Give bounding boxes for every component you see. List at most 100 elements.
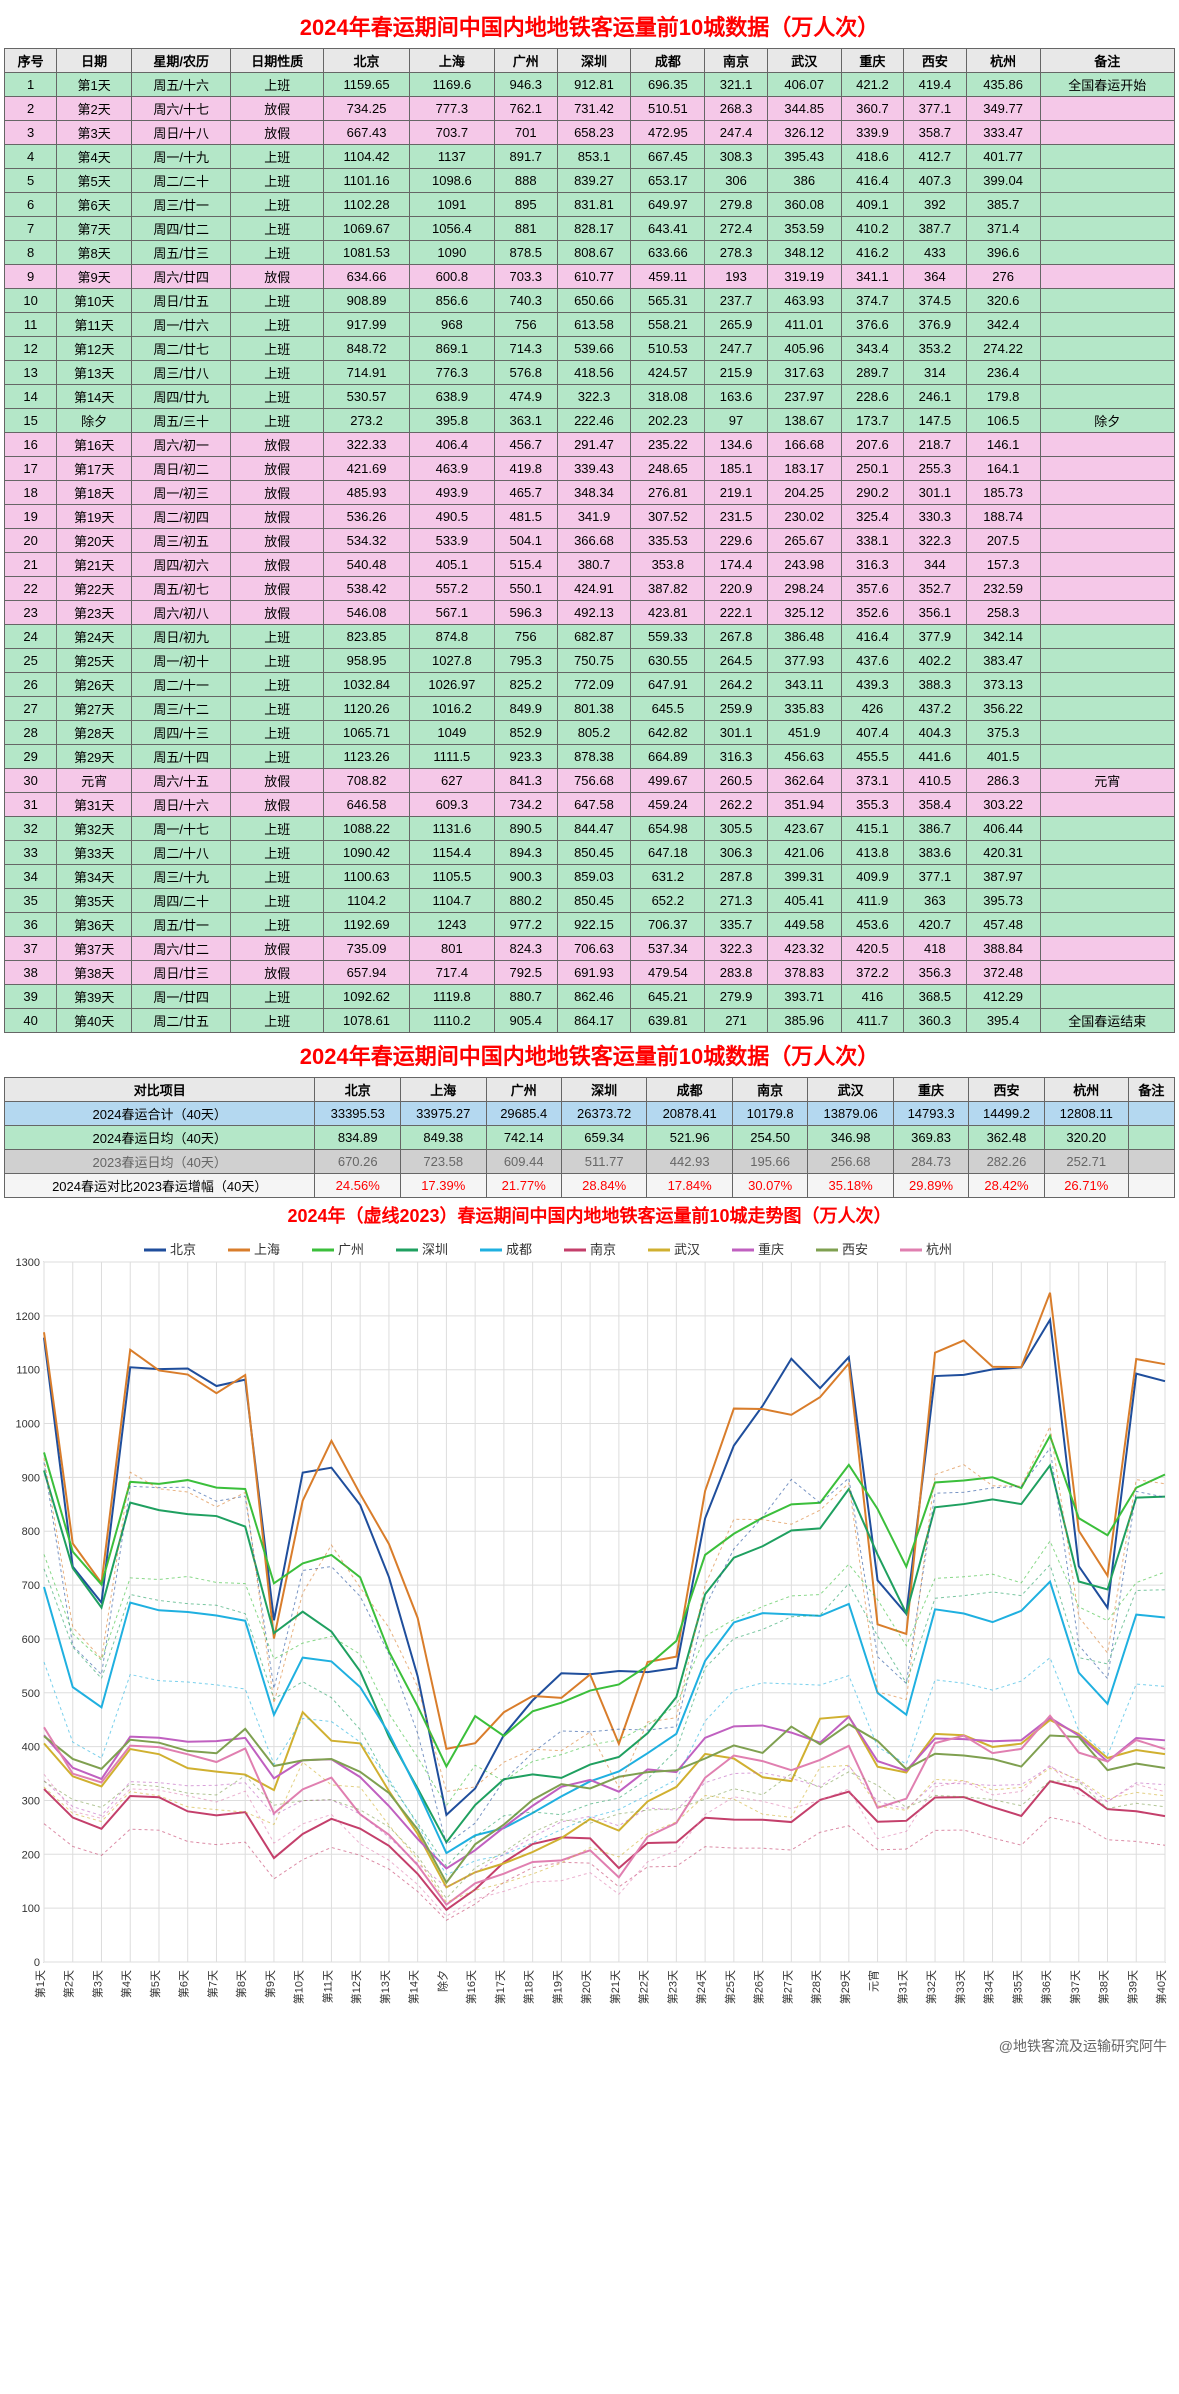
chart-title: 2024年（虚线2023）春运期间中国内地地铁客运量前10城走势图（万人次）	[4, 1198, 1175, 1232]
col-header: 西安	[904, 49, 966, 73]
cell: 638.9	[409, 385, 494, 409]
cell: 538.42	[324, 577, 409, 601]
svg-text:第20天: 第20天	[579, 1970, 593, 2004]
cell: 654.98	[631, 817, 705, 841]
cell: 164.1	[966, 457, 1040, 481]
cell	[1040, 913, 1174, 937]
cell: 714.3	[495, 337, 557, 361]
table-row: 39第39天周一/廿四上班1092.621119.8880.7862.46645…	[5, 985, 1175, 1009]
cell: 740.3	[495, 289, 557, 313]
cell: 243.98	[767, 553, 841, 577]
cell: 271	[705, 1009, 767, 1033]
cell: 824.3	[495, 937, 557, 961]
table-row: 35第35天周四/二十上班1104.21104.7880.2850.45652.…	[5, 889, 1175, 913]
cell: 411.9	[841, 889, 903, 913]
cell: 406.07	[767, 73, 841, 97]
cell	[1040, 145, 1174, 169]
cell: 220.9	[705, 577, 767, 601]
cell: 上班	[231, 409, 324, 433]
cell: 762.1	[495, 97, 557, 121]
cell: 385.7	[966, 193, 1040, 217]
cell: 649.97	[631, 193, 705, 217]
cell: 第3天	[57, 121, 132, 145]
cell: 1088.22	[324, 817, 409, 841]
cell: 247.4	[705, 121, 767, 145]
cell: 341.9	[557, 505, 631, 529]
svg-text:北京: 北京	[170, 1242, 196, 1257]
cell: 第26天	[57, 673, 132, 697]
cell: 1101.16	[324, 169, 409, 193]
cell: 37	[5, 937, 57, 961]
cell: 1069.67	[324, 217, 409, 241]
cell: 周日/十八	[132, 121, 231, 145]
cell: 410.2	[841, 217, 903, 241]
cell: 上班	[231, 625, 324, 649]
cell: 504.1	[495, 529, 557, 553]
cell: 402.2	[904, 649, 966, 673]
cell: 36	[5, 913, 57, 937]
cell: 163.6	[705, 385, 767, 409]
cell: 246.1	[904, 385, 966, 409]
cell: 287.8	[705, 865, 767, 889]
cell: 667.43	[324, 121, 409, 145]
svg-text:重庆: 重庆	[758, 1242, 784, 1257]
svg-text:800: 800	[22, 1526, 40, 1538]
cell: 465.7	[495, 481, 557, 505]
cell: 423.81	[631, 601, 705, 625]
cell: 周一/初三	[132, 481, 231, 505]
cell: 609.3	[409, 793, 494, 817]
cell: 218.7	[904, 433, 966, 457]
cell: 第5天	[57, 169, 132, 193]
cell: 第29天	[57, 745, 132, 769]
cell: 97	[705, 409, 767, 433]
col-header: 上海	[409, 49, 494, 73]
cell: 380.7	[557, 553, 631, 577]
table-row: 33第33天周二/十八上班1090.421154.4894.3850.45647…	[5, 841, 1175, 865]
summary-value: 14499.2	[969, 1102, 1044, 1126]
cell: 308.3	[705, 145, 767, 169]
cell: 756.68	[557, 769, 631, 793]
svg-text:第9天: 第9天	[263, 1970, 277, 1998]
cell: 上班	[231, 697, 324, 721]
cell: 第1天	[57, 73, 132, 97]
cell: 第34天	[57, 865, 132, 889]
cell: 633.66	[631, 241, 705, 265]
table-row: 4第4天周一/十九上班1104.421137891.7853.1667.4530…	[5, 145, 1175, 169]
cell: 第33天	[57, 841, 132, 865]
cell: 291.47	[557, 433, 631, 457]
cell: 351.94	[767, 793, 841, 817]
cell: 377.93	[767, 649, 841, 673]
cell: 348.12	[767, 241, 841, 265]
cell: 上班	[231, 721, 324, 745]
table-row: 22第22天周五/初七放假538.42557.2550.1424.91387.8…	[5, 577, 1175, 601]
col-header: 序号	[5, 49, 57, 73]
cell: 385.96	[767, 1009, 841, 1033]
cell: 第32天	[57, 817, 132, 841]
cell: 325.12	[767, 601, 841, 625]
table-row: 1第1天周五/十六上班1159.651169.6946.3912.81696.3…	[5, 73, 1175, 97]
cell: 15	[5, 409, 57, 433]
summary-label: 2023春运日均（40天）	[5, 1150, 315, 1174]
cell: 420.31	[966, 841, 1040, 865]
col-header: 南京	[705, 49, 767, 73]
cell: 360.3	[904, 1009, 966, 1033]
cell: 11	[5, 313, 57, 337]
cell	[1040, 841, 1174, 865]
cell: 401.77	[966, 145, 1040, 169]
cell: 808.67	[557, 241, 631, 265]
cell: 228.6	[841, 385, 903, 409]
cell: 338.1	[841, 529, 903, 553]
cell: 714.91	[324, 361, 409, 385]
cell: 900.3	[495, 865, 557, 889]
cell: 360.08	[767, 193, 841, 217]
cell: 1090	[409, 241, 494, 265]
cell: 418	[904, 937, 966, 961]
cell: 435.86	[966, 73, 1040, 97]
cell: 8	[5, 241, 57, 265]
cell: 342.4	[966, 313, 1040, 337]
cell: 305.5	[705, 817, 767, 841]
cell: 708.82	[324, 769, 409, 793]
cell: 1192.69	[324, 913, 409, 937]
sum-col-header: 备注	[1128, 1078, 1174, 1102]
sum-col-header: 对比项目	[5, 1078, 315, 1102]
